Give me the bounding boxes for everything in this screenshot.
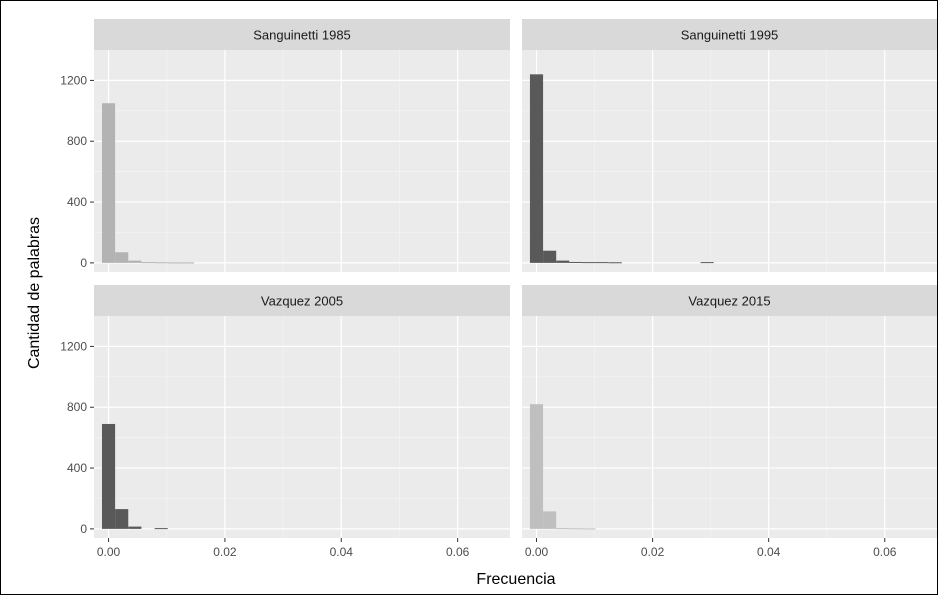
histogram-bar — [154, 528, 168, 530]
panel-2: Sanguinetti 1995 — [522, 19, 937, 272]
x-tick-label: 0.02 — [213, 545, 237, 559]
y-tick-label: 1200 — [60, 73, 87, 87]
panel-title: Sanguinetti 1995 — [681, 28, 779, 43]
y-tick-label: 800 — [67, 134, 87, 148]
panel-strip — [94, 19, 510, 50]
histogram-bar — [180, 262, 195, 264]
panel-strip — [522, 19, 937, 50]
x-tick-label: 0.06 — [873, 545, 897, 559]
panel-1: Sanguinetti 1985 0 400 800 1200 — [60, 19, 510, 272]
panel-3: Vazquez 2005 0 400 800 1200 0.00 0.02 0.04 0.06 — [60, 285, 510, 559]
histogram-bar — [582, 528, 596, 530]
y-tick-label: 0 — [80, 522, 87, 536]
x-tick-label: 0.04 — [757, 545, 781, 559]
histogram-bar — [543, 250, 557, 263]
histogram-bar — [595, 262, 609, 264]
histogram-bar — [556, 528, 570, 530]
panel-4: Vazquez 2015 0.00 0.02 0.04 0.06 — [522, 285, 937, 559]
histogram-bar — [569, 528, 583, 530]
histogram-bar — [529, 74, 544, 263]
panel-strip — [522, 285, 937, 316]
x-tick-label: 0.04 — [330, 545, 354, 559]
y-axis-title: Cantidad de palabras — [26, 217, 43, 369]
x-tick-label: 0.00 — [97, 545, 121, 559]
histogram-bar — [128, 260, 142, 263]
histogram-bar — [529, 404, 544, 529]
histogram-bar — [115, 509, 129, 529]
y-tick-label: 400 — [67, 195, 87, 209]
histogram-bar — [128, 526, 142, 529]
histogram-bar — [582, 262, 596, 264]
plot-background — [522, 50, 937, 272]
plot-background — [94, 50, 510, 272]
y-tick-label: 0 — [80, 256, 87, 270]
x-tick-label: 0.00 — [525, 545, 549, 559]
panel-title: Vazquez 2005 — [261, 294, 343, 309]
histogram-bar — [101, 423, 116, 529]
histogram-bar — [556, 260, 570, 263]
histogram-bar — [543, 511, 557, 529]
histogram-bar — [569, 261, 583, 263]
x-tick-label: 0.06 — [446, 545, 470, 559]
histogram-bar — [154, 262, 168, 264]
histogram-bar — [700, 262, 714, 264]
y-tick-label: 1200 — [60, 339, 87, 353]
y-tick-label: 400 — [67, 461, 87, 475]
panel-title: Vazquez 2015 — [688, 294, 770, 309]
panel-strip — [94, 285, 510, 316]
histogram-bar — [115, 252, 129, 263]
panel-title: Sanguinetti 1985 — [253, 28, 351, 43]
histogram-bar — [101, 103, 116, 263]
histogram-bar — [167, 262, 181, 264]
x-tick-label: 0.02 — [641, 545, 665, 559]
x-axis-title: Frecuencia — [476, 571, 555, 588]
histogram-bar — [141, 262, 155, 264]
plot-background — [522, 316, 937, 538]
histogram-bar — [608, 262, 622, 264]
y-tick-label: 800 — [67, 400, 87, 414]
plot-background — [94, 316, 510, 538]
